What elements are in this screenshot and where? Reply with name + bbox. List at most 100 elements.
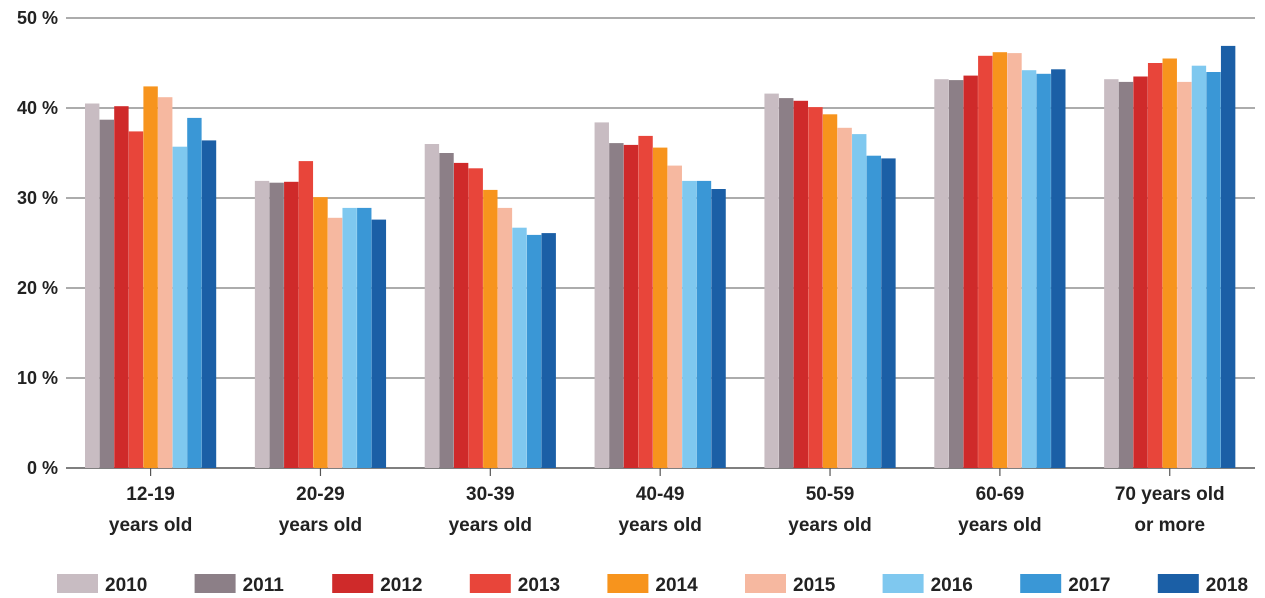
y-tick-label: 30 %: [17, 188, 58, 208]
bar: [172, 146, 187, 468]
bar: [1206, 72, 1221, 468]
bar: [992, 52, 1008, 468]
legend-swatch: [607, 574, 649, 593]
bar: [483, 189, 498, 468]
bar: [254, 180, 270, 468]
bar: [822, 114, 838, 469]
bar: [652, 147, 668, 468]
bar: [682, 180, 697, 468]
bar: [609, 143, 624, 468]
y-tick-label: 20 %: [17, 278, 58, 298]
category-label: years old: [618, 515, 701, 536]
bar: [934, 79, 949, 468]
category-label: years old: [109, 515, 192, 536]
category-label: 20-29: [296, 484, 345, 505]
bar: [526, 234, 542, 468]
bar: [852, 134, 867, 468]
bar: [667, 165, 682, 468]
bar: [711, 189, 726, 468]
bar: [963, 75, 978, 468]
bar: [1220, 45, 1236, 469]
bar: [284, 181, 299, 469]
legend-label: 2011: [243, 575, 285, 596]
bar: [1177, 81, 1192, 469]
y-axis-tick-labels: 0 % 10 % 20 % 30 % 40 % 50 %: [17, 8, 58, 478]
bar: [837, 127, 852, 469]
bar: [1191, 65, 1207, 468]
bar: [881, 158, 896, 468]
category-label: 50-59: [806, 484, 855, 505]
bar: [1162, 58, 1177, 468]
bar: [1104, 79, 1119, 468]
y-tick-label: 10 %: [17, 368, 58, 388]
bar: [128, 131, 144, 468]
legend-swatch: [882, 574, 924, 593]
bar: [187, 117, 202, 469]
bar: [1147, 63, 1163, 468]
bar: [269, 182, 284, 468]
legend-label: 2017: [1068, 575, 1110, 596]
bar: [99, 119, 114, 468]
bar: [1118, 81, 1134, 469]
category-label: 12-19: [126, 484, 175, 505]
bar: [357, 207, 372, 468]
legend-label: 2018: [1206, 575, 1248, 596]
legend-swatch: [1157, 574, 1199, 593]
bar: [439, 153, 454, 468]
bar: [541, 233, 556, 468]
legend-swatch: [469, 574, 511, 593]
legend-swatch: [57, 574, 98, 593]
bar: [594, 122, 609, 469]
category-label: years old: [279, 515, 362, 536]
category-label: years old: [958, 515, 1041, 536]
category-label: 70 years old: [1115, 484, 1225, 505]
category-label: 60-69: [976, 484, 1025, 505]
bar: [1036, 73, 1051, 469]
legend: 2010 2011 2012 2013 2014 2015 2016 2017 2018: [57, 574, 1248, 596]
bar: [85, 103, 100, 468]
legend-label: 2014: [655, 575, 698, 596]
legend-swatch: [1020, 574, 1062, 593]
legend-swatch: [194, 574, 236, 593]
legend-label: 2010: [105, 575, 147, 596]
bar: [424, 144, 440, 468]
bar: [201, 140, 217, 468]
bar: [327, 217, 343, 468]
bar: [623, 144, 639, 468]
legend-label: 2013: [518, 575, 560, 596]
bar: [1051, 69, 1066, 469]
legend-swatch: [745, 574, 786, 593]
bar: [298, 161, 314, 468]
bar: [1021, 70, 1037, 468]
legend-label: 2015: [793, 575, 836, 596]
bar: [978, 55, 993, 469]
y-tick-label: 40 %: [17, 98, 58, 118]
legend-label: 2012: [380, 575, 422, 596]
bar: [143, 86, 158, 469]
bar: [808, 107, 823, 468]
category-label: years old: [788, 515, 871, 536]
legend-label: 2016: [931, 575, 973, 596]
bar: [638, 135, 653, 468]
category-label: or more: [1134, 515, 1205, 536]
bar: [512, 227, 527, 468]
y-tick-label: 0 %: [27, 458, 58, 478]
bar: [342, 207, 357, 468]
bar: [779, 98, 794, 468]
bar: [468, 168, 483, 469]
category-label: years old: [449, 515, 532, 536]
bar: [1133, 76, 1148, 468]
category-label: 40-49: [636, 484, 685, 505]
bar: [114, 106, 129, 468]
bar: [371, 219, 387, 468]
legend-swatch: [332, 574, 374, 593]
bar: [696, 180, 712, 468]
bar: [793, 100, 809, 469]
bar: [313, 197, 328, 468]
y-tick-label: 50 %: [17, 8, 58, 28]
bar: [948, 80, 964, 468]
bar: [866, 155, 882, 468]
bar: [1007, 53, 1022, 468]
bar: [764, 93, 779, 468]
